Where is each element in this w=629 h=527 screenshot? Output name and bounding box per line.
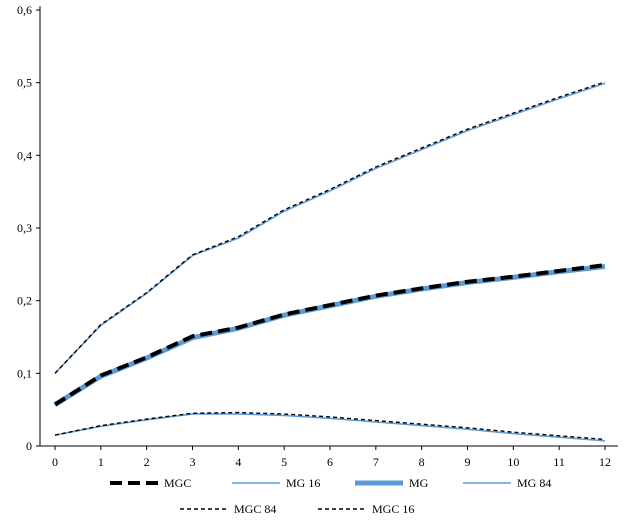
x-tick-label: 12 — [599, 455, 611, 469]
x-tick-label: 10 — [507, 455, 519, 469]
x-tick-label: 2 — [144, 455, 150, 469]
x-tick-label: 1 — [98, 455, 104, 469]
x-tick-label: 11 — [553, 455, 565, 469]
x-tick-label: 6 — [327, 455, 333, 469]
series-line-mgc — [53, 263, 606, 407]
legend-label: MGC 16 — [372, 502, 414, 516]
y-tick-label: 0,4 — [17, 148, 32, 162]
series-line-mg-16 — [54, 413, 606, 442]
y-tick-label: 0 — [26, 439, 32, 453]
x-tick-label: 4 — [235, 455, 241, 469]
x-tick-label: 5 — [281, 455, 287, 469]
y-tick-label: 0,5 — [17, 76, 32, 90]
x-tick-label: 9 — [465, 455, 471, 469]
x-tick-label: 7 — [373, 455, 379, 469]
series-line-mgc-84 — [54, 81, 606, 374]
y-tick-label: 0,1 — [17, 366, 32, 380]
series-line-mgc-16 — [54, 411, 606, 441]
series-line-mg-84 — [54, 82, 606, 374]
legend-label: MG 84 — [517, 476, 551, 490]
y-tick-label: 0,6 — [17, 3, 32, 17]
x-tick-label: 3 — [190, 455, 196, 469]
legend-label: MGC 84 — [234, 502, 276, 516]
legend-label: MGC — [164, 476, 191, 490]
x-tick-label: 8 — [419, 455, 425, 469]
y-tick-label: 0,2 — [17, 294, 32, 308]
legend-label: MG — [409, 476, 429, 490]
x-tick-label: 0 — [52, 455, 58, 469]
series-line-mg — [53, 264, 606, 407]
legend-label: MG 16 — [286, 476, 320, 490]
y-tick-label: 0,3 — [17, 221, 32, 235]
